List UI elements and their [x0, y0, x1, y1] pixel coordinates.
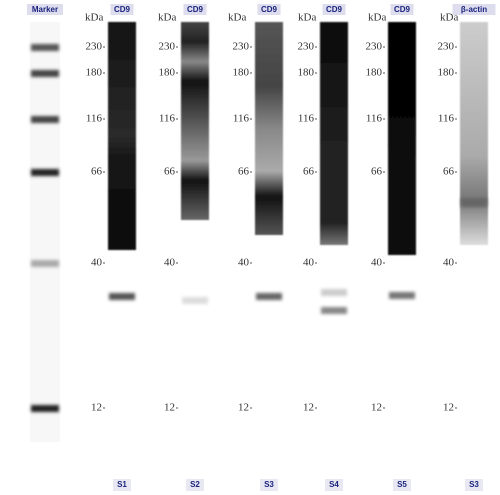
band: [109, 293, 135, 300]
ladder-label: 116: [438, 113, 455, 125]
ladder-label: 12: [238, 402, 249, 414]
ladder-label: 180: [366, 67, 383, 79]
target-label: β-actin: [461, 5, 487, 14]
sample-label: S5: [397, 480, 407, 489]
target-header-bg: [257, 4, 281, 15]
ladder-label: 66: [238, 166, 250, 178]
ladder-label: 66: [371, 166, 383, 178]
sample-label: S4: [329, 480, 339, 489]
ladder-label: 116: [86, 113, 103, 125]
ladder-label: 230: [159, 41, 176, 53]
target-header-bg: [322, 4, 346, 15]
ladder-label: 180: [233, 67, 250, 79]
sample-header-bg: [186, 479, 204, 491]
target-label: CD9: [114, 5, 131, 14]
target-header-bg: [452, 4, 496, 15]
ladder-label: 180: [298, 67, 315, 79]
ladder-label: 230: [366, 41, 383, 53]
marker-lane: [30, 22, 60, 442]
ladder-label: 12: [91, 402, 102, 414]
lane: [320, 22, 348, 245]
ladder-label: 230: [298, 41, 315, 53]
ladder-label: 66: [164, 166, 176, 178]
unit-label: kDa: [368, 12, 386, 24]
ladder-label: 230: [86, 41, 103, 53]
ladder-label: 180: [159, 67, 176, 79]
ladder-band: [31, 405, 59, 412]
unit-label: kDa: [85, 12, 103, 24]
target-label: CD9: [326, 5, 343, 14]
ladder-band: [31, 169, 59, 176]
band: [461, 198, 487, 207]
ladder-label: 230: [233, 41, 250, 53]
lane: [108, 22, 136, 250]
ladder-label: 230: [438, 41, 455, 53]
band: [321, 307, 347, 314]
ladder-label: 180: [438, 67, 455, 79]
sample-header-bg: [393, 479, 411, 491]
ladder-label: 116: [366, 113, 383, 125]
target-label: CD9: [394, 5, 411, 14]
band: [182, 297, 208, 304]
sample-label: S2: [190, 480, 200, 489]
lane: [388, 22, 416, 255]
band: [389, 292, 415, 299]
sample-label: S3: [469, 480, 479, 489]
marker-title: Marker: [32, 5, 58, 14]
band: [256, 293, 282, 300]
target-label: CD9: [187, 5, 204, 14]
unit-label: kDa: [158, 12, 176, 24]
ladder-label: 66: [91, 166, 103, 178]
ladder-band: [31, 44, 59, 51]
target-label: CD9: [261, 5, 278, 14]
ladder-label: 116: [233, 113, 250, 125]
unit-label: kDa: [228, 12, 246, 24]
ladder-label: 180: [86, 67, 103, 79]
ladder-band: [31, 116, 59, 123]
sample-label: S3: [264, 480, 274, 489]
ladder-label: 12: [303, 402, 314, 414]
sample-header-bg: [465, 479, 483, 491]
sample-label: S1: [117, 480, 127, 489]
ladder-band: [31, 260, 59, 267]
band: [321, 289, 347, 296]
lane: [460, 22, 488, 245]
lane: [255, 22, 283, 235]
ladder-label: 40: [443, 257, 455, 269]
target-header-bg: [183, 4, 207, 15]
ladder-label: 116: [298, 113, 315, 125]
ladder-label: 12: [371, 402, 382, 414]
lane: [181, 22, 209, 220]
sample-header-bg: [325, 479, 343, 491]
ladder-label: 12: [164, 402, 175, 414]
target-header-bg: [390, 4, 414, 15]
ladder-label: 40: [91, 257, 103, 269]
marker-header-bg: [27, 4, 63, 15]
unit-label: kDa: [298, 12, 316, 24]
ladder-label: 66: [443, 166, 455, 178]
ladder-label: 116: [159, 113, 176, 125]
ladder-band: [31, 70, 59, 77]
ladder-label: 40: [238, 257, 250, 269]
target-header-bg: [110, 4, 134, 15]
ladder-label: 40: [371, 257, 383, 269]
ladder-label: 40: [303, 257, 315, 269]
ladder-label: 40: [164, 257, 176, 269]
sample-header-bg: [113, 479, 131, 491]
ladder-label: 12: [443, 402, 454, 414]
ladder-label: 66: [303, 166, 315, 178]
sample-header-bg: [260, 479, 278, 491]
